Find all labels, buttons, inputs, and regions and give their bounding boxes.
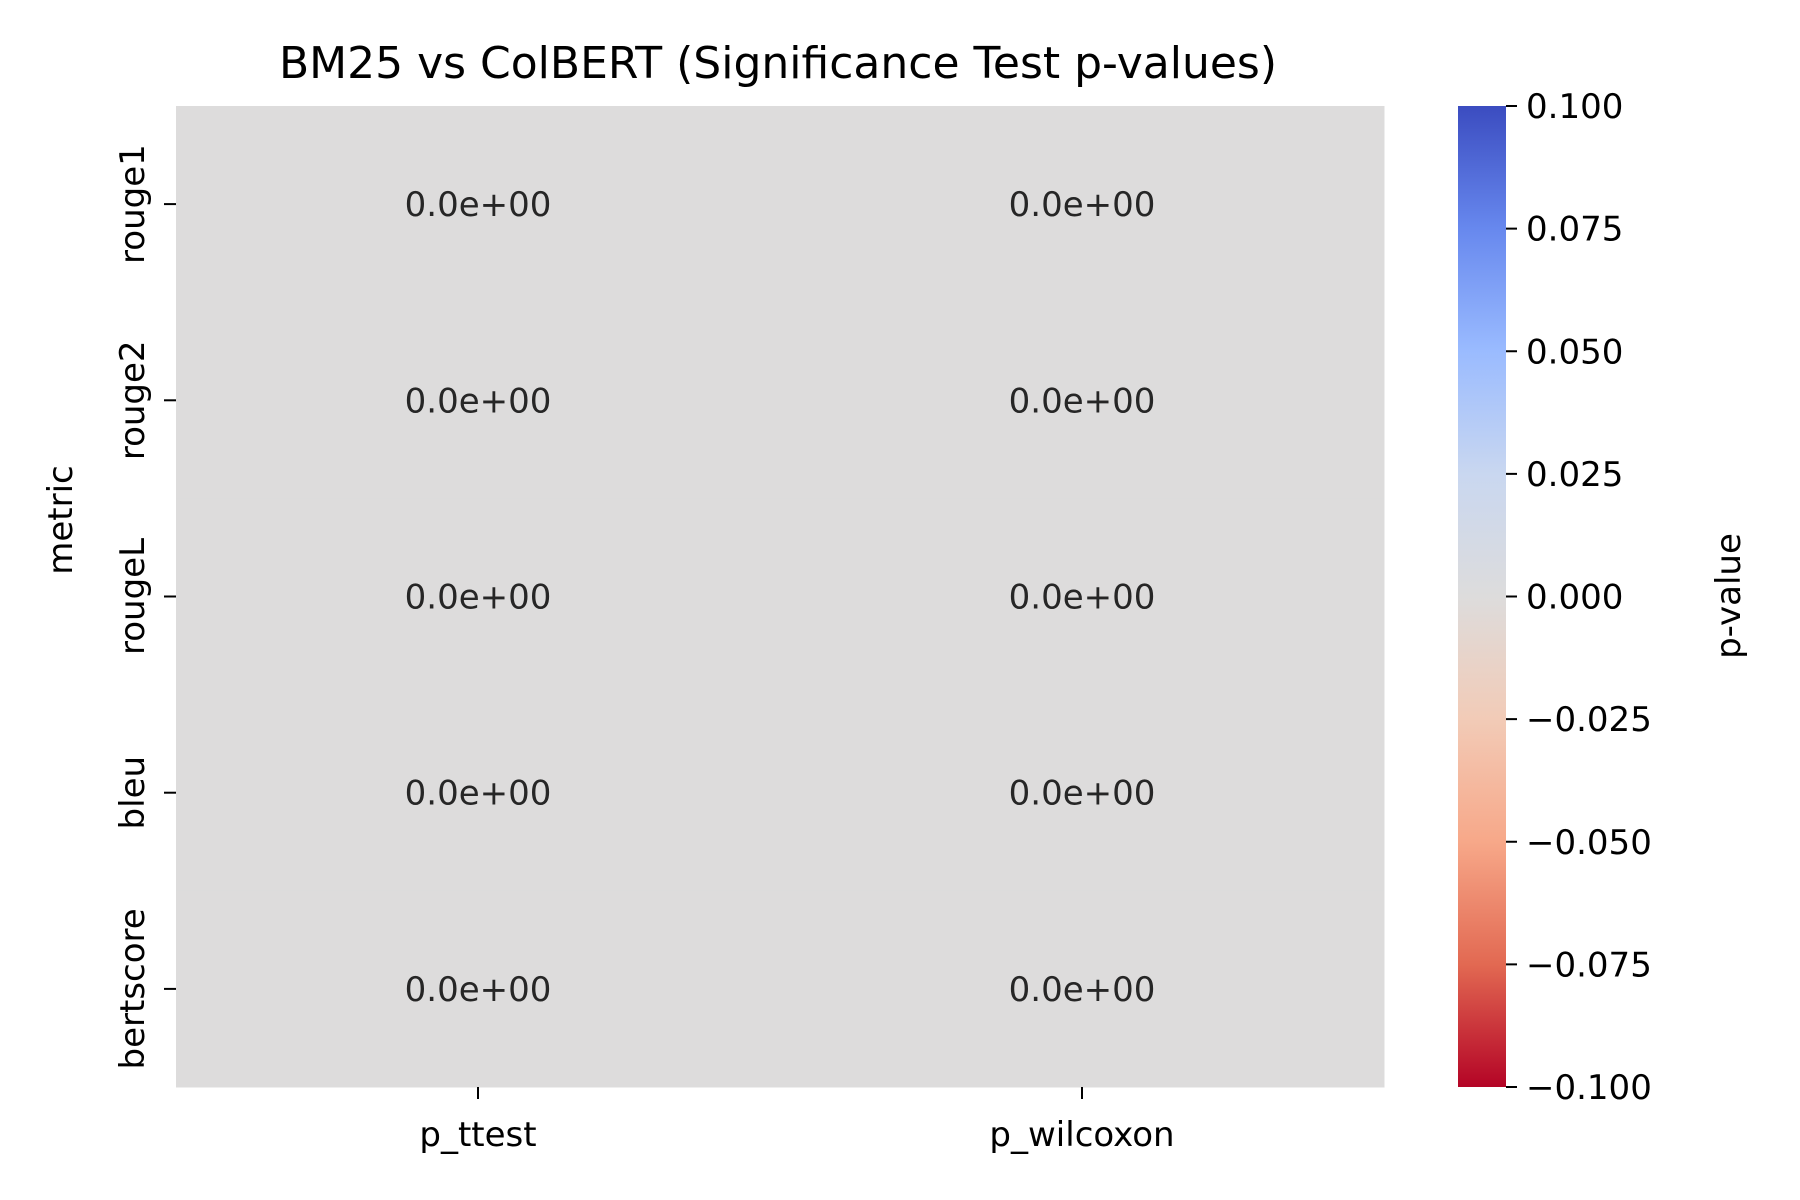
colorbar-tick-label: −0.075	[1526, 945, 1652, 985]
heatmap-cell	[176, 694, 781, 892]
y-axis: rouge1 rouge2 rougeL bleu bertscore	[113, 144, 176, 1069]
heatmap-grid	[176, 106, 1385, 1088]
heatmap-cell	[176, 890, 781, 1088]
x-tick-label: p_ttest	[419, 1115, 536, 1155]
colorbar-ticks: 0.100 0.075 0.050 0.025 0.000 −0.025 −0.050 −0.…	[1506, 87, 1652, 1108]
x-tick-label: p_wilcoxon	[989, 1115, 1174, 1155]
y-tick-label: rouge2	[113, 340, 153, 460]
heatmap-cell	[780, 694, 1385, 892]
y-tick-label: rouge1	[113, 144, 153, 264]
cell-value-label: 0.0e+00	[1009, 578, 1156, 618]
heatmap-cell	[780, 302, 1385, 499]
colorbar: 0.100 0.075 0.050 0.025 0.000 −0.025 −0.050 −0.…	[1458, 87, 1749, 1108]
colorbar-tick-label: 0.050	[1526, 332, 1623, 372]
colorbar-label: p-value	[1709, 533, 1749, 659]
cell-value-label: 0.0e+00	[1009, 381, 1156, 421]
colorbar-tick-label: 0.100	[1526, 87, 1623, 127]
colorbar-tick-label: 0.075	[1526, 210, 1623, 250]
heatmap-cell	[780, 890, 1385, 1088]
heatmap-cell	[176, 106, 781, 303]
colorbar-tick-label: −0.025	[1526, 700, 1652, 740]
y-tick-label: bleu	[113, 756, 153, 830]
cell-annotations: 0.0e+00 0.0e+00 0.0e+00 0.0e+00 0.0e+00 0.0e+…	[405, 185, 1156, 1010]
cell-value-label: 0.0e+00	[1009, 970, 1156, 1010]
colorbar-tick-label: 0.000	[1526, 578, 1623, 618]
cell-value-label: 0.0e+00	[405, 185, 552, 225]
colorbar-tick-label: −0.050	[1526, 823, 1652, 863]
cell-value-label: 0.0e+00	[1009, 185, 1156, 225]
cell-value-label: 0.0e+00	[1009, 774, 1156, 814]
heatmap-cell	[176, 498, 781, 696]
x-axis: p_ttest p_wilcoxon	[419, 1087, 1175, 1155]
heatmap-cell	[176, 302, 781, 499]
cell-value-label: 0.0e+00	[405, 774, 552, 814]
y-tick-label: bertscore	[113, 908, 153, 1069]
colorbar-gradient	[1458, 106, 1506, 1087]
colorbar-tick-label: 0.025	[1526, 455, 1623, 495]
chart-title: BM25 vs ColBERT (Significance Test p-val…	[279, 38, 1277, 89]
cell-value-label: 0.0e+00	[405, 381, 552, 421]
cell-value-label: 0.0e+00	[405, 578, 552, 618]
y-tick-label: rougeL	[113, 538, 153, 655]
heatmap-cell	[780, 106, 1385, 303]
y-axis-label: metric	[41, 465, 81, 575]
colorbar-tick-label: −0.100	[1526, 1068, 1652, 1108]
heatmap-cell	[780, 498, 1385, 696]
cell-value-label: 0.0e+00	[405, 970, 552, 1010]
